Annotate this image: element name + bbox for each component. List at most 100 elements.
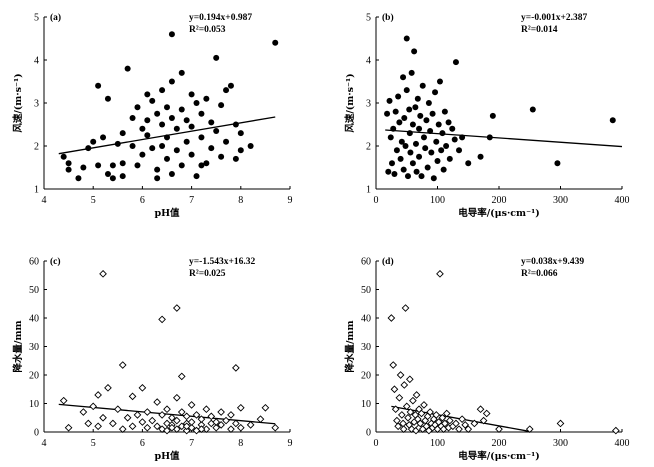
data-point [144, 91, 151, 98]
data-point [402, 402, 411, 411]
data-point [178, 69, 185, 76]
data-point [154, 175, 161, 182]
data-point [404, 173, 411, 180]
data-point [436, 269, 444, 278]
data-point [232, 155, 239, 162]
data-point [386, 97, 393, 104]
data-point [394, 422, 402, 431]
data-point [118, 361, 127, 369]
x-tick-label: 200 [492, 195, 507, 206]
data-point [418, 173, 425, 180]
data-point [193, 100, 200, 106]
data-point [212, 423, 221, 432]
data-point [129, 143, 136, 149]
data-point [395, 393, 404, 402]
x-tick-label: 4 [42, 195, 47, 206]
data-point [198, 162, 205, 169]
data-point [609, 117, 616, 124]
data-point [406, 408, 415, 416]
data-point [177, 408, 186, 416]
data-point [385, 168, 392, 175]
data-point [148, 416, 157, 425]
data-point [159, 87, 166, 94]
data-point [438, 147, 445, 154]
data-point [445, 119, 452, 126]
y-tick-label: 2 [366, 142, 371, 153]
x-tick-label: 5 [91, 438, 96, 449]
data-point [428, 149, 435, 156]
data-point [461, 421, 470, 429]
data-point [197, 415, 206, 424]
data-point [114, 140, 121, 147]
data-point [387, 134, 394, 141]
panel-b: (b) y=-0.001x+2.387 R²=0.014 电导率/(μs·cm⁻… [344, 12, 630, 219]
data-point [420, 134, 427, 141]
data-point [79, 408, 88, 416]
data-point [406, 130, 413, 137]
data-point [188, 123, 195, 130]
regression-line [385, 129, 623, 148]
x-tick-label: 400 [615, 438, 630, 449]
data-point [217, 421, 225, 429]
y-tick-label: 10 [29, 399, 39, 410]
data-point [168, 413, 176, 422]
data-point [183, 117, 190, 124]
x-axis-label: 电导率/(μs·cm⁻¹) [458, 450, 540, 462]
data-point [188, 91, 195, 98]
data-point [154, 166, 161, 173]
data-point [232, 419, 240, 428]
data-point [168, 115, 175, 122]
y-axis-label: 降水量/mm [12, 320, 24, 372]
x-tick-label: 0 [374, 438, 379, 449]
data-point [158, 411, 166, 419]
data-point [104, 383, 112, 392]
data-point [400, 381, 409, 389]
data-point [433, 138, 440, 145]
data-point [419, 82, 426, 89]
data-point [402, 143, 409, 149]
data-point [123, 413, 132, 422]
x-tick-label: 8 [238, 438, 243, 449]
data-point [425, 100, 432, 106]
x-tick-label: 7 [189, 438, 194, 449]
data-point [416, 419, 425, 428]
y-tick-label: 50 [361, 285, 371, 296]
fit-equation: y=0.038x+9.439 [521, 257, 584, 267]
data-point [237, 147, 244, 154]
data-point [118, 425, 127, 433]
data-point [236, 403, 245, 412]
data-point [177, 422, 186, 431]
data-point [217, 408, 225, 416]
data-point [84, 419, 93, 428]
data-point [423, 117, 430, 124]
x-tick-label: 9 [288, 195, 293, 206]
data-point [65, 166, 72, 173]
x-tick-label: 4 [42, 438, 47, 449]
data-point [397, 155, 404, 162]
data-point [401, 115, 408, 122]
data-point [173, 147, 180, 154]
data-point [416, 153, 423, 160]
data-point [139, 125, 146, 132]
panel-label: (a) [50, 12, 61, 23]
data-point [409, 121, 416, 128]
data-point [164, 155, 170, 162]
y-tick-label: 60 [29, 257, 39, 268]
data-point [261, 403, 270, 412]
data-point [159, 121, 166, 128]
data-point [390, 125, 397, 132]
data-point [529, 106, 536, 113]
data-point [64, 423, 73, 432]
data-point [393, 147, 400, 154]
data-point [207, 412, 216, 421]
y-axis-label: 风速/(m·s⁻¹) [12, 73, 24, 132]
x-tick-label: 7 [189, 195, 194, 206]
panel-label: (c) [50, 256, 61, 267]
data-point [476, 405, 485, 414]
y-tick-label: 20 [29, 371, 39, 382]
data-point [432, 411, 441, 419]
data-point [408, 69, 415, 76]
data-point [477, 153, 484, 160]
data-point [409, 396, 417, 405]
